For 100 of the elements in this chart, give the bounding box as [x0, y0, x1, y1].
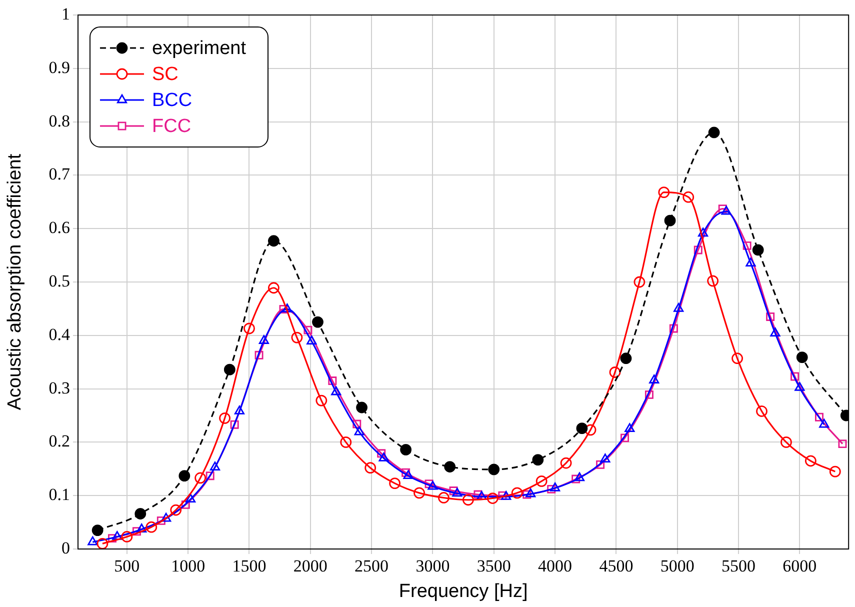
- point: [547, 484, 556, 494]
- point: [170, 504, 182, 516]
- y-tick-label: 0.2: [48, 432, 70, 451]
- point: [536, 475, 548, 487]
- x-tick-label: 5500: [722, 556, 756, 576]
- legend-label: SC: [152, 64, 178, 86]
- legend-label: experiment: [152, 38, 247, 60]
- point: [356, 402, 368, 414]
- y-tick-label: 0.6: [48, 218, 70, 238]
- point: [815, 412, 824, 422]
- point: [732, 352, 743, 364]
- point: [414, 487, 425, 499]
- y-tick-label: 0.8: [48, 111, 70, 130]
- point: [186, 494, 196, 503]
- point: [790, 372, 800, 381]
- point: [804, 455, 816, 467]
- point: [279, 305, 288, 314]
- point: [121, 531, 133, 542]
- point: [644, 390, 654, 399]
- point: [244, 322, 255, 334]
- point: [402, 468, 410, 477]
- point: [550, 482, 560, 492]
- point: [234, 406, 244, 414]
- point: [462, 494, 474, 506]
- point: [268, 282, 280, 294]
- point: [444, 461, 456, 472]
- point: [620, 352, 632, 364]
- point: [352, 420, 362, 428]
- point: [718, 204, 727, 214]
- point: [268, 235, 280, 247]
- point: [474, 490, 482, 499]
- point: [219, 412, 230, 424]
- x-tick-label: 3000: [416, 556, 450, 576]
- point: [796, 352, 808, 363]
- point: [312, 316, 324, 328]
- point: [378, 452, 389, 462]
- point: [498, 491, 507, 500]
- point: [452, 488, 462, 497]
- point: [291, 332, 303, 344]
- point: [424, 480, 434, 488]
- point: [620, 434, 629, 442]
- point: [742, 241, 752, 250]
- point: [600, 454, 610, 462]
- point: [486, 492, 498, 504]
- point: [181, 500, 190, 509]
- point: [377, 449, 386, 458]
- point: [574, 472, 585, 482]
- y-tick-label: 0.4: [48, 324, 70, 344]
- point: [132, 527, 141, 536]
- point: [210, 462, 220, 470]
- point: [658, 186, 670, 198]
- point: [206, 472, 214, 480]
- point: [501, 490, 512, 500]
- point: [511, 487, 523, 499]
- point: [634, 276, 646, 288]
- point: [522, 490, 532, 499]
- x-tick-label: 4000: [538, 556, 572, 576]
- point: [88, 536, 98, 546]
- x-tick-label: 2000: [293, 556, 328, 576]
- legend-label: BCC: [152, 90, 192, 112]
- y-tick-label: 0.3: [48, 378, 70, 398]
- point: [780, 436, 792, 448]
- point: [194, 472, 206, 484]
- point: [146, 521, 158, 533]
- legend-label: FCC: [152, 116, 192, 138]
- point: [108, 534, 116, 543]
- point: [230, 420, 239, 429]
- y-tick-label: 0.5: [48, 271, 70, 290]
- point: [708, 126, 720, 138]
- point: [694, 246, 702, 254]
- point: [224, 364, 236, 376]
- point: [316, 394, 328, 406]
- point: [609, 366, 621, 378]
- point: [698, 228, 708, 237]
- point: [770, 328, 780, 336]
- x-tick-label: 5000: [660, 556, 694, 576]
- point: [526, 488, 536, 498]
- point: [707, 275, 719, 287]
- point: [96, 538, 108, 549]
- point: [112, 531, 122, 540]
- point: [389, 478, 400, 490]
- y-tick-label: 1: [62, 4, 70, 24]
- x-tick-label: 3500: [476, 556, 511, 576]
- point: [476, 490, 487, 500]
- point: [649, 374, 660, 384]
- point: [254, 350, 264, 360]
- point: [403, 470, 414, 480]
- point: [596, 460, 605, 469]
- x-tick-label: 4500: [599, 556, 634, 576]
- point: [449, 486, 458, 496]
- point: [428, 480, 438, 490]
- point: [721, 206, 732, 215]
- point: [838, 440, 847, 448]
- point: [134, 508, 146, 520]
- point: [756, 406, 768, 417]
- y-tick-label: 0: [62, 538, 70, 558]
- y-tick-label: 0.1: [48, 485, 70, 504]
- point: [340, 436, 352, 448]
- point: [746, 258, 756, 267]
- point: [400, 444, 412, 456]
